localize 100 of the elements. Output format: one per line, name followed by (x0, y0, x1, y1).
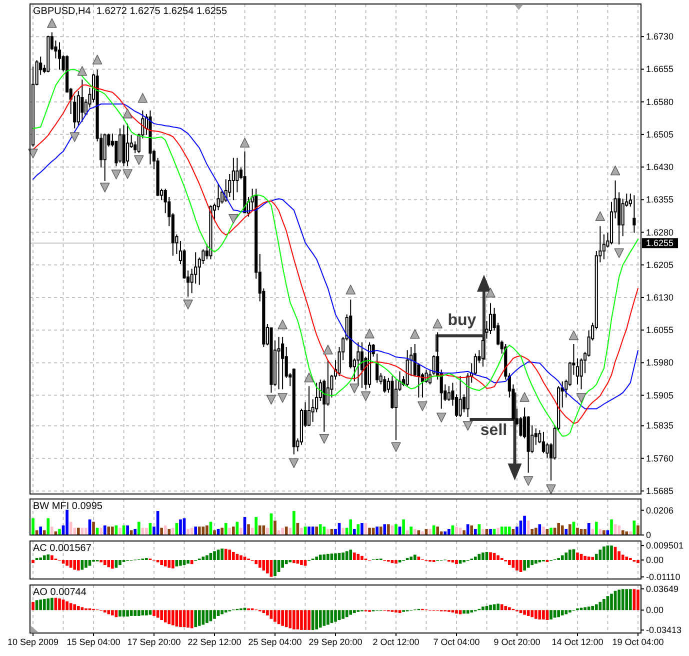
bar (126, 610, 129, 617)
bar (284, 560, 288, 564)
point (360, 391, 371, 402)
bar (568, 524, 572, 535)
bar (496, 555, 500, 560)
bar (564, 529, 568, 535)
bar (288, 528, 292, 535)
bar (413, 529, 416, 535)
bar (398, 610, 402, 614)
bar (66, 510, 68, 535)
bar (584, 556, 586, 560)
bar (308, 526, 310, 535)
bar (32, 602, 34, 610)
point (289, 458, 299, 468)
candlestick (632, 194, 636, 234)
bar (584, 529, 586, 535)
bar (168, 610, 171, 624)
bar (213, 610, 216, 619)
point (410, 329, 420, 339)
bar (111, 610, 114, 616)
bar (262, 560, 266, 570)
point (610, 166, 620, 176)
bar (413, 554, 416, 560)
bar (107, 526, 110, 535)
bar (318, 554, 322, 560)
bar (69, 603, 72, 610)
bar (470, 525, 474, 535)
bar (137, 522, 140, 535)
bar (410, 526, 413, 535)
candlestick (126, 123, 130, 167)
candlestick (458, 376, 462, 418)
bar (224, 523, 228, 535)
bar (274, 520, 276, 535)
bar (168, 529, 171, 535)
bar (394, 524, 398, 535)
bar (598, 550, 602, 560)
bar (160, 610, 163, 620)
bar (240, 528, 242, 535)
bar (186, 560, 190, 564)
point (278, 320, 288, 330)
candlestick (103, 133, 106, 182)
bar (206, 610, 208, 623)
bar (352, 610, 356, 614)
bar (508, 560, 511, 566)
y-tick-label: 1.5760 (646, 453, 674, 464)
bar (598, 602, 602, 610)
candlestick (447, 386, 450, 402)
bar (258, 525, 262, 535)
bar (621, 554, 624, 560)
candlestick (118, 128, 122, 164)
bar (345, 551, 348, 560)
bar (534, 528, 538, 535)
bar (342, 528, 344, 535)
bar (618, 525, 620, 535)
point (100, 182, 110, 192)
bar (213, 530, 216, 535)
bar (326, 610, 330, 625)
chart-title: AC 0.001567 (33, 543, 92, 554)
bar (334, 553, 337, 560)
bar (489, 552, 492, 560)
point (323, 344, 333, 354)
bar (213, 551, 216, 560)
bar (216, 550, 220, 560)
bar (315, 610, 318, 630)
bar (482, 606, 484, 610)
y-tick-label: 1.6055 (646, 325, 674, 336)
bar (315, 526, 318, 535)
candlestick (243, 150, 246, 214)
bar (300, 560, 303, 566)
bar (118, 528, 122, 535)
bar (126, 525, 129, 535)
point (520, 392, 530, 402)
y-tick-label: -0.01110 (646, 572, 680, 582)
bar (46, 598, 50, 610)
bar (618, 590, 620, 610)
bar (538, 610, 542, 620)
bar (560, 555, 564, 560)
bar (368, 528, 371, 535)
bar (550, 528, 552, 535)
x-tick-label: 25 Sep 04:00 (248, 637, 302, 647)
bar (164, 525, 167, 535)
bar (376, 526, 379, 535)
bar (134, 529, 137, 535)
bar (206, 525, 208, 535)
bar (594, 604, 598, 610)
bar (42, 599, 46, 610)
bar (232, 552, 235, 560)
candlestick (270, 326, 273, 394)
bar (69, 560, 72, 568)
x-tick-label: 19 Oct 04:00 (612, 637, 664, 647)
bar (202, 526, 205, 535)
point (92, 54, 102, 64)
bar (636, 560, 640, 564)
y-tick-label: 0.00 (646, 605, 664, 616)
candlestick (232, 157, 235, 201)
bar (107, 560, 110, 568)
bar (504, 606, 508, 610)
bar (625, 556, 628, 560)
bar (274, 560, 276, 576)
bar (594, 522, 598, 535)
